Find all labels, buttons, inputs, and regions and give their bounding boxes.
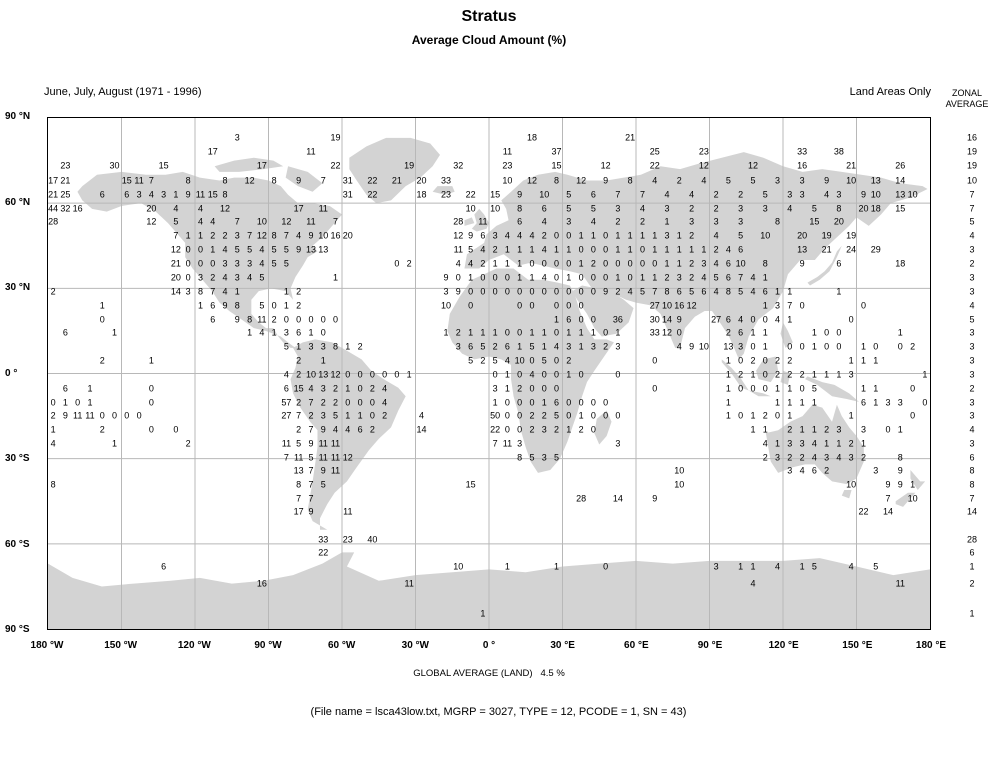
zonal-average-value: 5 [969, 216, 975, 227]
zonal-average-value: 4 [969, 300, 975, 311]
zonal-average-value: 3 [969, 272, 975, 283]
zonal-average-value: 6 [969, 547, 975, 558]
zonal-average-value: 5 [969, 314, 975, 325]
continent-shape [464, 152, 928, 360]
zonal-average-value: 28 [966, 534, 978, 545]
zonal-average-value: 19 [966, 146, 978, 157]
zonal-average-value: 7 [969, 189, 975, 200]
file-caption: (File name = lsca43low.txt, MGRP = 3027,… [310, 706, 687, 718]
zonal-average-value: 3 [969, 244, 975, 255]
zonal-header-line1: ZONAL [951, 88, 982, 98]
zonal-average-header: ZONAL AVERAGE [938, 88, 996, 110]
continent-shape [214, 157, 284, 172]
lon-tick-label: 120 °W [177, 640, 211, 651]
continent-shape [895, 492, 916, 507]
zonal-average-value: 14 [966, 506, 978, 517]
continent-shape [721, 359, 749, 391]
zonal-average-value: 3 [969, 327, 975, 338]
continent-shape [780, 322, 793, 348]
lon-tick-label: 180 °W [30, 640, 64, 651]
zonal-average-value: 1 [969, 608, 975, 619]
continent-shape [748, 390, 771, 397]
lat-tick-label: 60 °N [5, 196, 31, 208]
zonal-average-value: 8 [969, 479, 975, 490]
world-map-svg [48, 118, 930, 629]
continent-shape [464, 217, 475, 226]
lat-tick-label: 30 °N [5, 282, 31, 293]
continent-shape [572, 285, 634, 337]
zonal-average-value: 3 [969, 397, 975, 408]
lon-tick-label: 60 °W [327, 640, 356, 651]
lon-tick-label: 30 °W [401, 640, 429, 651]
zonal-average-value: 10 [966, 175, 978, 186]
zonal-average-value: 6 [969, 452, 975, 463]
zonal-average-value: 19 [966, 160, 978, 171]
continent-shape [780, 370, 791, 385]
lat-tick-label: 60 °S [5, 538, 30, 550]
lon-tick-label: 0 ° [482, 640, 496, 651]
world-map-plot [47, 117, 931, 630]
lat-tick-label: 90 °S [5, 624, 30, 635]
zonal-average-value: 3 [969, 286, 975, 297]
zonal-average-value: 4 [969, 424, 975, 435]
continent-shape [471, 208, 489, 232]
lon-tick-label: 180 °E [915, 640, 947, 651]
lat-tick-label: 30 °S [5, 453, 30, 464]
lon-tick-label: 90 °W [254, 640, 282, 651]
zonal-average-value: 7 [969, 203, 975, 214]
continent-shape [77, 171, 343, 348]
lat-tick-label: 0 ° [5, 367, 18, 379]
lon-tick-label: 150 °E [842, 640, 873, 651]
lon-tick-label: 90 °E [697, 640, 723, 651]
season-range-label: June, July, August (1971 - 1996) [44, 86, 202, 98]
zonal-average-value: 3 [969, 369, 975, 380]
lon-tick-label: 150 °W [104, 640, 138, 651]
zonal-average-value: 7 [969, 493, 975, 504]
continent-shape [841, 489, 852, 499]
global-average-label: GLOBAL AVERAGE (LAND) 4.5 % [413, 668, 565, 679]
zonal-average-value: 2 [969, 578, 975, 589]
coverage-label: Land Areas Only [849, 86, 931, 98]
zonal-average-value: 8 [969, 465, 975, 476]
lon-tick-label: 30 °E [550, 640, 575, 651]
continent-shape [349, 137, 441, 204]
continent-shape [290, 339, 406, 530]
zonal-average-value: 3 [969, 341, 975, 352]
continent-shape [765, 404, 864, 485]
zonal-average-value: 2 [969, 258, 975, 269]
zonal-average-value: 2 [969, 383, 975, 394]
lat-tick-label: 90 °N [5, 111, 31, 122]
lon-tick-label: 60 °E [624, 640, 649, 651]
continent-shape [285, 166, 323, 192]
zonal-average-value: 16 [966, 132, 978, 143]
zonal-average-value: 3 [969, 410, 975, 421]
page-subtitle: Average Cloud Amount (%) [411, 33, 567, 47]
continent-shape [594, 410, 612, 445]
continent-shape [807, 245, 842, 286]
zonal-average-value: 1 [969, 561, 975, 572]
zonal-average-value: 3 [969, 355, 975, 366]
page-title: Stratus [461, 8, 517, 25]
continent-shape [805, 376, 859, 402]
lon-tick-label: 120 °E [768, 640, 799, 651]
continent-shape [910, 470, 926, 490]
continent-shape [432, 186, 455, 195]
zonal-average-value: 3 [969, 438, 975, 449]
zonal-header-line2: AVERAGE [945, 99, 989, 109]
continent-shape [756, 356, 779, 383]
zonal-average-value: 4 [969, 230, 975, 241]
